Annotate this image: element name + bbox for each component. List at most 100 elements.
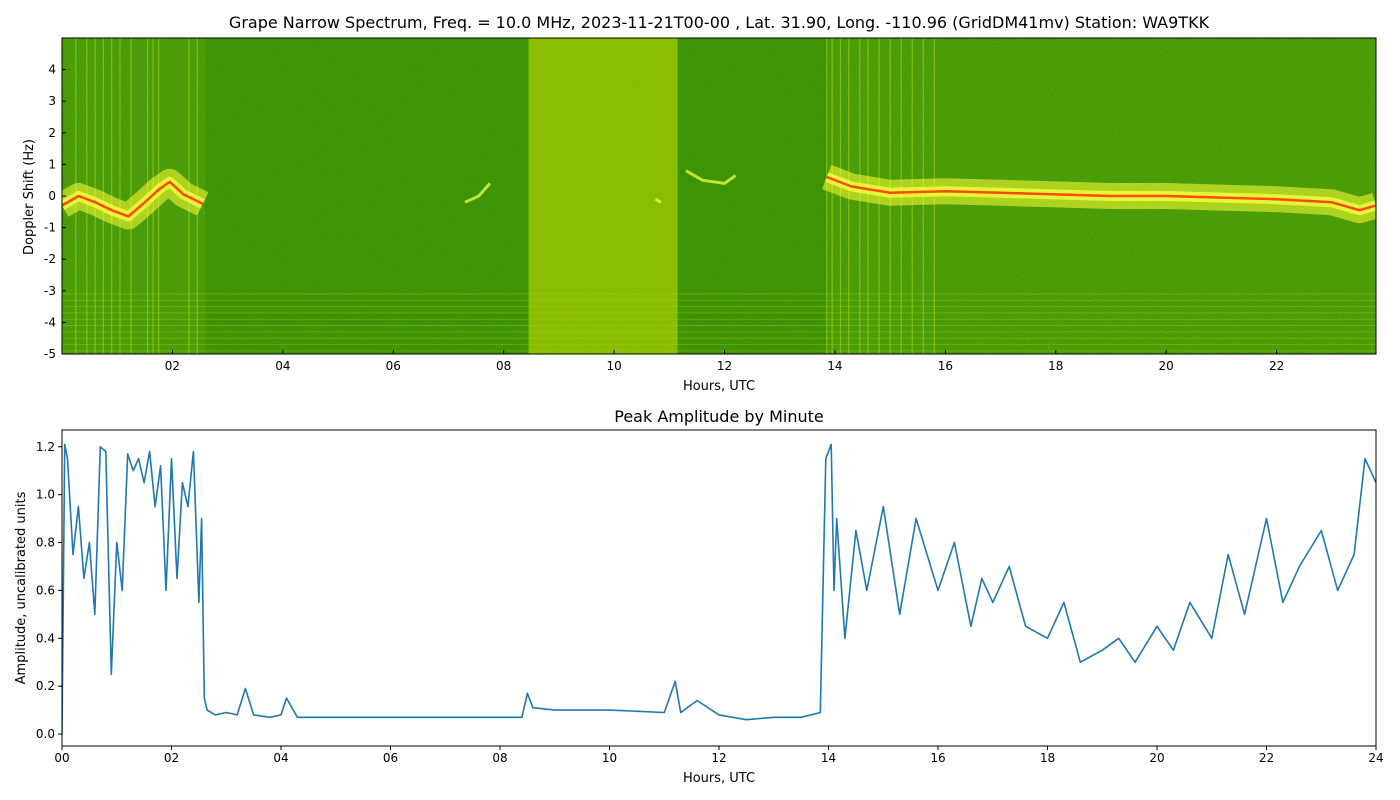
amplitude-point <box>855 529 857 532</box>
amplitude-point <box>554 709 556 711</box>
amplitude-point <box>127 453 129 455</box>
amplitude-point <box>77 506 79 508</box>
x-tick-label: 14 <box>821 751 836 765</box>
y-tick-label: 1.0 <box>36 488 55 502</box>
amplitude-point <box>992 601 994 604</box>
amplitude-point <box>680 711 682 714</box>
faint-trace-0 <box>464 182 492 204</box>
amplitude-point <box>1008 565 1010 568</box>
y-tick-label: 0.4 <box>36 631 55 645</box>
amplitude-point <box>214 714 216 716</box>
x-tick-label: 14 <box>827 359 842 373</box>
amplitude-point <box>1298 565 1300 568</box>
amplitude-point <box>745 719 748 721</box>
x-tick-label: 10 <box>606 359 621 373</box>
amplitude-point <box>1265 518 1268 520</box>
spectrogram-y-label: Doppler Shift (Hz) <box>22 139 37 255</box>
amplitude-point <box>1211 637 1213 639</box>
amplitude-point <box>718 714 720 716</box>
amplitude-point <box>499 716 501 718</box>
amplitude-point <box>444 716 446 718</box>
amplitude-point <box>1320 529 1322 532</box>
x-tick-label: 08 <box>492 751 507 765</box>
amplitude-point <box>1063 601 1065 604</box>
amplitude-point <box>201 518 203 520</box>
amplitude-point <box>937 589 939 592</box>
amplitude-point <box>1025 625 1027 627</box>
amplitude-point <box>521 716 523 718</box>
x-tick-label: 20 <box>1159 359 1174 373</box>
amplitude-point <box>866 589 868 592</box>
x-tick-label: 00 <box>54 751 69 765</box>
y-tick-label: -1 <box>44 221 56 235</box>
amplitude-point <box>1189 601 1191 604</box>
amplitude-point <box>608 709 611 711</box>
amplitude-y-label: Amplitude, uncalibrated units <box>14 491 29 684</box>
faint-trace-2 <box>654 197 662 204</box>
amplitude-point <box>1118 637 1120 639</box>
amplitude-point <box>1337 589 1339 592</box>
amplitude-point <box>121 589 123 592</box>
amplitude-point <box>154 506 156 508</box>
x-tick-label: 22 <box>1259 751 1274 765</box>
amplitude-point <box>66 458 69 460</box>
amplitude-frame <box>61 429 1377 747</box>
x-tick-label: 12 <box>717 359 732 373</box>
amplitude-point <box>99 446 101 448</box>
y-tick-label: -5 <box>44 347 56 361</box>
amplitude-point <box>389 716 392 718</box>
y-tick-label: 0.2 <box>36 679 55 693</box>
amplitude-point <box>236 714 238 716</box>
amplitude-plot <box>62 443 1376 735</box>
x-tick-label: 20 <box>1149 751 1164 765</box>
amplitude-point <box>253 714 255 716</box>
amplitude-point <box>526 692 529 694</box>
signal-peak-0 <box>62 180 204 218</box>
y-tick-label: 0 <box>48 189 56 203</box>
amplitude-point <box>532 707 534 709</box>
amplitude-point <box>899 613 901 615</box>
amplitude-point <box>696 699 698 702</box>
amplitude-point <box>1244 613 1246 615</box>
amplitude-line <box>62 443 1376 735</box>
amplitude-point <box>1172 649 1174 651</box>
x-tick-label: 12 <box>711 751 726 765</box>
amplitude-point <box>882 506 884 508</box>
amplitude-point <box>830 443 832 445</box>
x-tick-label: 16 <box>938 359 953 373</box>
spectrogram-plot <box>62 38 1376 354</box>
amplitude-point <box>170 458 173 460</box>
spectrogram-bright-band <box>528 38 678 354</box>
amplitude-y-ticks: 0.0 0.2 0.4 0.6 0.8 1.0 1.2 <box>36 440 62 741</box>
amplitude-point <box>72 553 74 556</box>
amplitude-point <box>110 673 112 675</box>
amplitude-point <box>105 450 107 453</box>
spectrogram-dark-region <box>205 38 827 354</box>
amplitude-point <box>285 697 288 699</box>
y-tick-label: 1.2 <box>36 440 55 454</box>
amplitude-point <box>674 680 676 683</box>
amplitude-point <box>1046 637 1049 639</box>
x-tick-label: 18 <box>1048 359 1063 373</box>
x-tick-label: 24 <box>1368 751 1383 765</box>
amplitude-point <box>280 714 282 716</box>
amplitude-point <box>335 716 337 718</box>
amplitude-point <box>181 482 183 484</box>
amplitude-point <box>1364 458 1366 460</box>
amplitude-point <box>88 541 90 544</box>
amplitude-point <box>819 711 821 714</box>
amplitude-point <box>64 443 66 445</box>
amplitude-point <box>825 458 827 460</box>
signal-peak-1 <box>826 175 1376 212</box>
x-tick-label: 06 <box>383 751 398 765</box>
x-tick-label: 02 <box>165 359 180 373</box>
amplitude-point <box>836 518 838 520</box>
amplitude-point <box>1227 553 1229 556</box>
amplitude-point <box>165 589 167 592</box>
x-tick-label: 08 <box>496 359 511 373</box>
x-tick-label: 10 <box>602 751 617 765</box>
amplitude-point <box>1134 661 1136 663</box>
amplitude-point <box>176 577 178 580</box>
amplitude-x-label: Hours, UTC <box>683 771 755 786</box>
